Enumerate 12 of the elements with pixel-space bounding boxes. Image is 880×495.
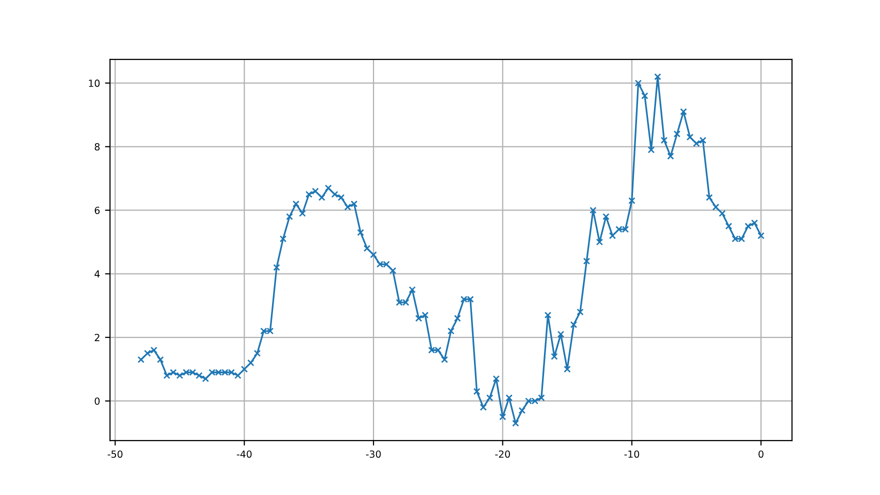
x-tick-label: 0 [758, 450, 764, 458]
x-tick-label: -40 [236, 450, 252, 458]
x-tick-label: -30 [366, 450, 381, 458]
y-tick-label: 4 [94, 270, 100, 278]
x-tick-label: -20 [495, 450, 510, 458]
y-tick-label: 10 [88, 80, 100, 87]
y-tick-label: 8 [94, 143, 100, 150]
y-tick-label: 2 [94, 334, 100, 342]
y-tick-label: 6 [94, 206, 100, 214]
x-tick-label: -50 [108, 450, 122, 458]
x-tick-label: -10 [624, 450, 640, 458]
y-tick-label: 0 [94, 397, 100, 405]
